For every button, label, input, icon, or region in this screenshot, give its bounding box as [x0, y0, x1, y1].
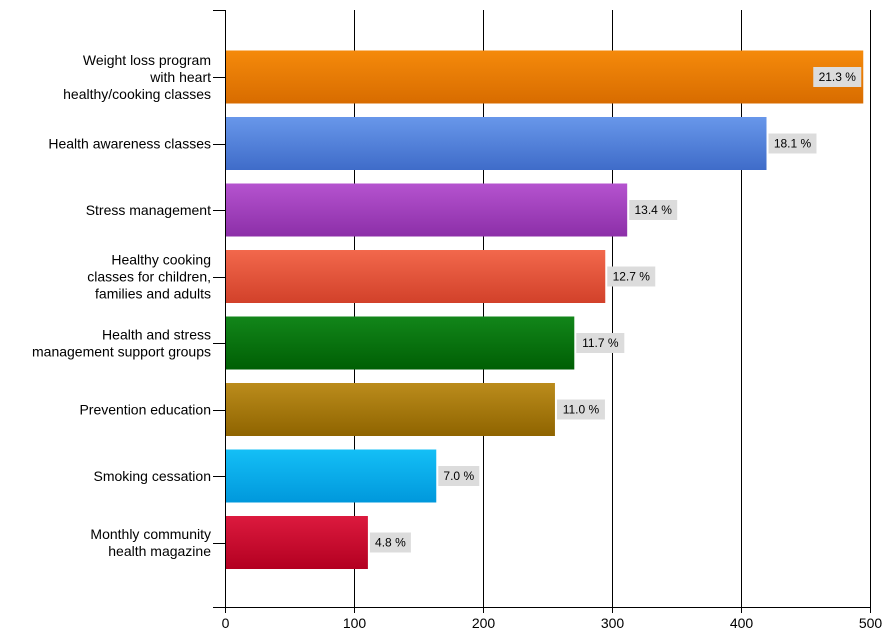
bars: [226, 50, 864, 569]
data-label: 21.3 %: [819, 70, 857, 84]
data-label: 12.7 %: [613, 270, 651, 284]
x-tick-label: 300: [601, 615, 625, 631]
category-label: Weight loss program with heart healthy/coo…: [63, 52, 211, 102]
data-label: 11.0 %: [563, 403, 600, 417]
x-tick-label: 200: [472, 615, 496, 631]
x-tick-labels: 0 100 200 300 400 500: [222, 615, 883, 631]
bar: [226, 449, 437, 503]
category-label: Prevention education: [79, 402, 211, 418]
bar: [226, 516, 368, 569]
bar: [226, 183, 628, 237]
bar: [226, 383, 555, 436]
data-label-background: [629, 200, 678, 220]
x-tick-label: 100: [343, 615, 367, 631]
category-label: Smoking cessation: [93, 468, 211, 484]
bar: [226, 316, 575, 370]
category-label: Stress management: [86, 202, 211, 218]
axes: [213, 10, 871, 613]
data-label: 4.8 %: [375, 536, 406, 550]
category-labels: Weight loss program with heart healthy/coo…: [32, 52, 211, 559]
data-label: 13.4 %: [635, 203, 673, 217]
data-label-background: [369, 532, 411, 553]
x-tick-label: 400: [730, 615, 754, 631]
data-label-background: [813, 67, 862, 87]
data-label-background: [556, 399, 605, 420]
category-label: Health and stress management support grou…: [32, 327, 211, 360]
data-label-background: [438, 466, 480, 486]
bar: [226, 50, 864, 104]
x-tick-label: 500: [859, 615, 883, 631]
data-labels: 21.3 % 18.1 % 13.4 % 12.7 % 11.7 % 11.0 % 7.0 …: [369, 67, 862, 553]
grid-lines: [354, 10, 871, 607]
bar: [226, 250, 606, 303]
data-label-background: [607, 266, 656, 287]
category-label: Healthy cooking classes for children, fami…: [87, 252, 211, 302]
bar: [226, 117, 767, 170]
x-tick-label: 0: [222, 615, 230, 631]
data-label-background: [768, 133, 817, 154]
data-label: 18.1 %: [774, 137, 812, 151]
data-label: 11.7 %: [582, 336, 619, 350]
category-label: Monthly community health magazine: [90, 526, 211, 559]
data-label: 7.0 %: [443, 469, 474, 483]
data-label-background: [576, 333, 625, 353]
category-label: Health awareness classes: [48, 136, 211, 152]
